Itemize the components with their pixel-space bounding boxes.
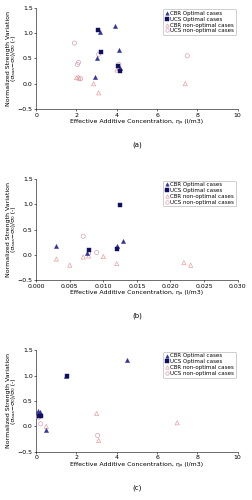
Point bbox=[94, 410, 99, 418]
Point bbox=[87, 252, 91, 260]
X-axis label: Effective Additive Concentration, ηₐ (l/m3): Effective Additive Concentration, ηₐ (l/… bbox=[70, 119, 203, 124]
Point bbox=[73, 39, 77, 47]
Y-axis label: Normalized Strength Variation
(σₐₐₐ−σ₀)/σ₀ (-): Normalized Strength Variation (σₐₐₐ−σ₀)/… bbox=[6, 182, 16, 277]
Point bbox=[118, 202, 122, 209]
Point bbox=[116, 62, 120, 70]
Point bbox=[79, 74, 83, 82]
X-axis label: Effective Additive Concentration, ηₐ (l/m3): Effective Additive Concentration, ηₐ (l/… bbox=[70, 290, 203, 296]
Legend: CBR Optimal cases, UCS Optimal cases, CBR non-optimal cases, UCS non-optimal cas: CBR Optimal cases, UCS Optimal cases, CB… bbox=[163, 352, 236, 378]
Point bbox=[182, 258, 186, 266]
Point bbox=[99, 48, 103, 56]
Y-axis label: Normalized Strength Variation
(σₐₐₐ−σ₀)/σ₀ (-): Normalized Strength Variation (σₐₐₐ−σ₀)/… bbox=[6, 354, 16, 448]
Point bbox=[175, 419, 179, 427]
Point bbox=[37, 413, 41, 421]
Point bbox=[38, 411, 42, 419]
Point bbox=[44, 422, 48, 430]
Point bbox=[77, 73, 81, 81]
Point bbox=[54, 255, 58, 263]
Point bbox=[96, 432, 100, 440]
Point bbox=[76, 60, 80, 68]
Point bbox=[39, 420, 43, 428]
Point bbox=[97, 50, 101, 58]
Point bbox=[87, 246, 91, 254]
Point bbox=[118, 64, 122, 72]
Point bbox=[85, 250, 89, 258]
Point bbox=[96, 26, 100, 34]
Point bbox=[117, 46, 121, 54]
Point bbox=[115, 260, 119, 268]
Point bbox=[94, 248, 99, 256]
Point bbox=[97, 436, 101, 444]
Point bbox=[38, 408, 42, 416]
Point bbox=[81, 232, 85, 240]
Legend: CBR Optimal cases, UCS Optimal cases, CBR non-optimal cases, UCS non-optimal cas: CBR Optimal cases, UCS Optimal cases, CB… bbox=[163, 9, 236, 35]
Point bbox=[188, 261, 193, 269]
Point bbox=[125, 356, 129, 364]
Point bbox=[54, 242, 58, 250]
Text: (a): (a) bbox=[132, 142, 142, 148]
Point bbox=[39, 412, 43, 420]
Point bbox=[97, 89, 101, 97]
Point bbox=[117, 60, 121, 68]
Point bbox=[121, 237, 125, 245]
Point bbox=[118, 67, 122, 75]
Point bbox=[115, 245, 119, 253]
Point bbox=[81, 253, 85, 261]
Legend: CBR Optimal cases, UCS Optimal cases, CBR non-optimal cases, UCS non-optimal cas: CBR Optimal cases, UCS Optimal cases, CB… bbox=[163, 180, 236, 206]
Point bbox=[44, 426, 48, 434]
Point bbox=[65, 372, 69, 380]
Point bbox=[115, 66, 119, 74]
Text: (b): (b) bbox=[132, 313, 142, 320]
Point bbox=[75, 74, 79, 82]
Point bbox=[36, 411, 40, 419]
Point bbox=[77, 58, 81, 66]
Point bbox=[183, 80, 187, 88]
X-axis label: Effective Additive Concentration, ηₐ (l/m3): Effective Additive Concentration, ηₐ (l/… bbox=[70, 462, 203, 466]
Text: (c): (c) bbox=[132, 484, 142, 490]
Point bbox=[87, 250, 91, 258]
Point bbox=[94, 54, 99, 62]
Point bbox=[92, 80, 96, 88]
Point bbox=[68, 261, 72, 269]
Point bbox=[78, 74, 82, 82]
Point bbox=[113, 22, 117, 30]
Point bbox=[36, 407, 40, 415]
Point bbox=[185, 52, 189, 60]
Point bbox=[66, 372, 70, 380]
Point bbox=[115, 242, 119, 250]
Point bbox=[37, 412, 41, 420]
Point bbox=[93, 73, 97, 81]
Point bbox=[117, 64, 121, 72]
Point bbox=[98, 28, 102, 36]
Y-axis label: Normalized Strength Variation
(σₐₐₐ−σ₀)/σ₀ (-): Normalized Strength Variation (σₐₐₐ−σ₀)/… bbox=[6, 11, 16, 106]
Point bbox=[101, 252, 105, 260]
